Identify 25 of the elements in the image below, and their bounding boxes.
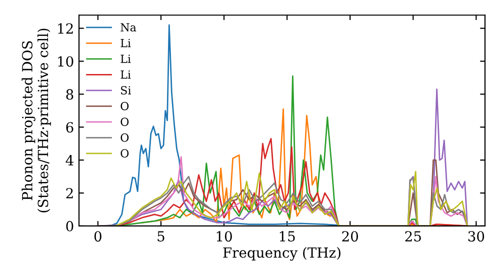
y-axis-title: Phonon projected DOS (States/THz·primitive cell) xyxy=(22,28,51,212)
y-tick-label: 12 xyxy=(58,23,73,34)
legend-label: Li xyxy=(120,38,131,48)
x-tick-label: 5 xyxy=(158,231,164,242)
y-tick-label: 8 xyxy=(66,89,74,100)
x-tick-label: 20 xyxy=(342,231,358,242)
x-tick-label: 10 xyxy=(216,231,232,242)
y-tick-label: 10 xyxy=(58,56,74,67)
legend-label: O xyxy=(120,149,129,158)
y-tick-label: 2 xyxy=(66,188,73,198)
legend-label: Na xyxy=(120,23,136,32)
y-tick-label: 4 xyxy=(66,155,74,166)
legend-label: O xyxy=(120,133,129,142)
x-tick-label: 25 xyxy=(405,231,421,242)
legend-label: Si xyxy=(121,86,132,95)
x-tick-label: 0 xyxy=(94,231,102,242)
legend-label: O xyxy=(120,102,129,110)
x-tick-label: 15 xyxy=(280,231,295,242)
legend-label: Li xyxy=(120,54,131,63)
x-tick-label: 30 xyxy=(468,231,484,242)
x-axis-title: Frequency (THz) xyxy=(223,247,340,261)
y-tick-label: 0 xyxy=(66,220,74,232)
legend-label: Li xyxy=(120,70,131,79)
y-tick-label: 6 xyxy=(66,122,74,133)
legend-label: O xyxy=(120,118,129,126)
